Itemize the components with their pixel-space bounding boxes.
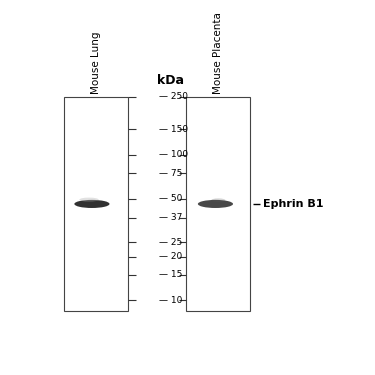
Text: kDa: kDa <box>157 74 184 87</box>
Ellipse shape <box>211 198 225 202</box>
Text: — 75: — 75 <box>159 168 182 177</box>
Bar <box>64 97 128 310</box>
Ellipse shape <box>198 200 233 208</box>
Text: — 25: — 25 <box>159 238 182 247</box>
Text: — 50: — 50 <box>159 194 182 203</box>
Text: — 250: — 250 <box>159 93 188 102</box>
Text: — 20: — 20 <box>159 252 182 261</box>
Text: — 15: — 15 <box>159 270 182 279</box>
Text: — 10: — 10 <box>159 296 182 305</box>
Ellipse shape <box>74 200 110 208</box>
Text: Mouse Placenta: Mouse Placenta <box>213 12 223 94</box>
Text: — 150: — 150 <box>159 125 188 134</box>
Ellipse shape <box>80 198 99 202</box>
Bar <box>186 97 250 310</box>
Text: Ephrin B1: Ephrin B1 <box>263 199 324 209</box>
Text: — 37: — 37 <box>159 213 182 222</box>
Text: — 100: — 100 <box>159 150 188 159</box>
Text: Mouse Lung: Mouse Lung <box>91 32 101 94</box>
